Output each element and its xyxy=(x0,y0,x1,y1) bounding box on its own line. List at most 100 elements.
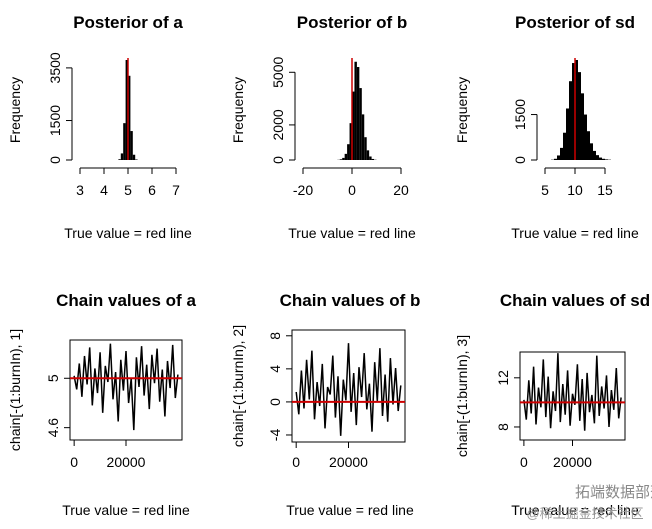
y-axis-label: chain[-(1:burnIn), 1] xyxy=(7,329,23,451)
bar xyxy=(371,158,375,160)
y-tick-label: 5 xyxy=(45,374,61,382)
y-tick-label: 0 xyxy=(47,156,63,164)
bar xyxy=(605,159,608,160)
bar xyxy=(125,60,128,160)
trace-line xyxy=(295,343,402,436)
y-tick-label: 0 xyxy=(512,156,528,164)
y-tick-label: 0 xyxy=(267,398,283,406)
bar xyxy=(352,91,355,160)
y-tick-label: -4 xyxy=(267,429,283,442)
y-tick-label: 0 xyxy=(270,156,286,164)
bar xyxy=(118,159,121,160)
x-axis-label: True value = red line xyxy=(286,502,414,518)
bar xyxy=(359,88,362,160)
panel-title: Posterior of sd xyxy=(515,13,635,32)
bar xyxy=(584,114,587,160)
bar xyxy=(575,60,578,160)
x-tick-label: -20 xyxy=(293,182,313,198)
y-axis-label: chain[-(1:burnIn), 2] xyxy=(230,325,246,447)
trace-line xyxy=(523,353,622,431)
bar xyxy=(120,153,124,160)
watermark: @稀土掘金技术社区 xyxy=(526,506,643,521)
x-tick-label: 5 xyxy=(541,182,549,198)
plot-box xyxy=(519,351,626,441)
x-tick-label: 3 xyxy=(76,182,84,198)
bar xyxy=(347,144,350,160)
bar xyxy=(602,158,605,160)
bar xyxy=(132,154,136,160)
x-axis-label: True value = red line xyxy=(511,225,639,241)
bar xyxy=(572,63,575,160)
bar xyxy=(344,153,348,160)
panel-title: Chain values of a xyxy=(56,291,196,310)
bar xyxy=(135,159,138,160)
x-tick-label: 20000 xyxy=(553,454,592,470)
x-tick-label: 0 xyxy=(348,182,356,198)
bar xyxy=(361,114,365,160)
bar xyxy=(339,159,343,160)
panel-title: Posterior of a xyxy=(73,13,183,32)
x-tick-label: 5 xyxy=(124,182,132,198)
bar xyxy=(569,81,572,160)
y-tick-label: 5000 xyxy=(270,57,286,88)
y-axis-label: Frequency xyxy=(230,77,246,143)
x-axis-label: True value = red line xyxy=(511,502,639,518)
bar xyxy=(128,75,131,160)
y-tick-label: 2000 xyxy=(270,109,286,140)
y-tick-label: 1500 xyxy=(512,99,528,130)
x-axis-label: True value = red line xyxy=(64,225,192,241)
bar xyxy=(587,131,590,160)
panel-title: Chain values of sd xyxy=(500,291,650,310)
bar xyxy=(593,150,596,160)
bar xyxy=(596,155,599,160)
y-tick-label: 12 xyxy=(495,370,511,386)
panel-title: Posterior of b xyxy=(297,13,408,32)
x-tick-label: 0 xyxy=(292,454,300,470)
bar xyxy=(581,93,584,160)
x-tick-label: 20000 xyxy=(107,454,146,470)
bar xyxy=(354,61,357,160)
x-tick-label: 20000 xyxy=(329,454,368,470)
x-tick-label: 10 xyxy=(567,182,583,198)
bar xyxy=(578,72,581,160)
y-tick-label: 4 xyxy=(267,365,283,373)
bar xyxy=(554,158,557,160)
bar xyxy=(130,131,133,160)
y-tick-label: 1500 xyxy=(47,105,63,136)
x-tick-label: 0 xyxy=(70,454,78,470)
y-tick-label: 8 xyxy=(495,423,511,431)
watermark: 拓端数据部落 xyxy=(575,484,652,501)
y-axis-label: Frequency xyxy=(7,77,23,143)
bar xyxy=(369,156,372,160)
y-axis-label: Frequency xyxy=(454,77,470,143)
bar xyxy=(590,143,593,160)
x-tick-label: 20 xyxy=(393,182,409,198)
bar xyxy=(366,150,370,160)
y-tick-label: 3500 xyxy=(47,52,63,83)
y-tick-label: 4.6 xyxy=(45,418,61,438)
bar xyxy=(342,157,345,160)
x-axis-label: True value = red line xyxy=(288,225,416,241)
trace-line xyxy=(73,343,179,431)
bar xyxy=(566,108,569,160)
bar xyxy=(560,147,563,160)
bar xyxy=(349,123,352,160)
bar xyxy=(123,123,126,160)
bar xyxy=(557,155,560,160)
x-tick-label: 0 xyxy=(520,454,528,470)
x-tick-label: 15 xyxy=(597,182,613,198)
x-tick-label: 6 xyxy=(148,182,156,198)
bar xyxy=(563,132,566,160)
x-tick-label: 4 xyxy=(100,182,108,198)
bar xyxy=(599,157,602,160)
panel-title: Chain values of b xyxy=(280,291,421,310)
y-axis-label: chain[-(1:burnIn), 3] xyxy=(454,335,470,457)
plot-box xyxy=(69,339,183,441)
x-tick-label: 7 xyxy=(172,182,180,198)
bar xyxy=(364,137,367,160)
y-tick-label: 8 xyxy=(267,332,283,340)
bar xyxy=(356,67,360,160)
plot-box xyxy=(291,329,406,443)
x-axis-label: True value = red line xyxy=(62,502,190,518)
